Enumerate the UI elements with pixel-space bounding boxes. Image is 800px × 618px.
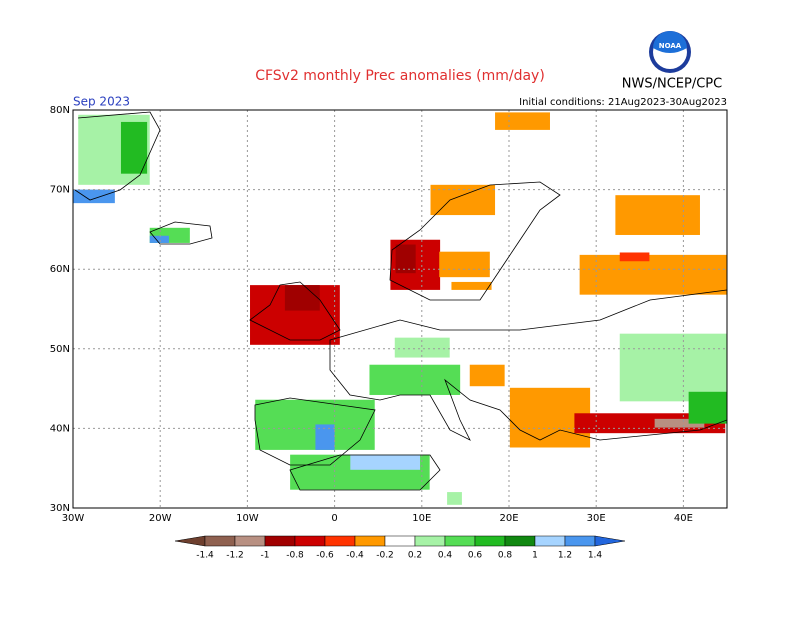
anomaly-cell (619, 333, 727, 402)
colorbar-label: -0.4 (346, 551, 364, 561)
colorbar-label: 1 (532, 551, 538, 561)
y-tick-label: 80N (50, 105, 70, 116)
colorbar-box (324, 535, 356, 547)
anomaly-cell (447, 492, 462, 505)
colorbar-box (444, 535, 476, 547)
colorbar-end (594, 535, 626, 547)
colorbar-box (354, 535, 386, 547)
colorbar-box (204, 535, 236, 547)
colorbar-box (264, 535, 296, 547)
y-tick-label: 30N (50, 503, 70, 514)
colorbar-box (384, 535, 416, 547)
colorbar-label: -1 (261, 551, 270, 561)
colorbar-label: -0.2 (376, 551, 394, 561)
colorbar-label: 0.8 (498, 551, 513, 561)
anomaly-cell (688, 391, 727, 424)
map-frame (72, 109, 728, 509)
colorbar-label: -1.2 (226, 551, 244, 561)
colorbar-label: 0.2 (408, 551, 422, 561)
anomaly-cell (579, 254, 727, 295)
anomaly-cell (469, 364, 505, 387)
colorbar-box (414, 535, 446, 547)
noaa-logo: NOAA (649, 31, 691, 73)
title: CFSv2 monthly Prec anomalies (mm/day) (255, 68, 545, 84)
colorbar-label: 1.4 (588, 551, 603, 561)
coastlines (74, 111, 728, 491)
x-tick-label: 20E (499, 513, 518, 524)
x-tick-label: 10W (236, 513, 259, 524)
x-tick-label: 10E (412, 513, 431, 524)
anomaly-cell (615, 195, 700, 235)
colorbar-box (294, 535, 326, 547)
anomaly-cell (120, 121, 148, 174)
anomaly-cell (394, 337, 450, 358)
y-tick-label: 50N (50, 344, 70, 355)
colorbar-box (534, 535, 566, 547)
anomaly-cell (439, 251, 490, 278)
anomaly-cell (619, 252, 650, 262)
x-tick-label: 40E (674, 513, 693, 524)
x-tick-label: 0 (331, 513, 337, 524)
anomaly-cell (430, 184, 496, 216)
anomaly-cell (73, 189, 115, 204)
colorbar-label: -0.8 (286, 551, 304, 561)
colorbar-box (234, 535, 266, 547)
colorbar-label: -0.6 (316, 551, 334, 561)
anomaly-cell (495, 112, 550, 130)
colorbar-box (564, 535, 596, 547)
anomaly-cell (350, 454, 421, 470)
y-tick-label: 60N (50, 264, 70, 275)
month-label: Sep 2023 (73, 95, 130, 109)
colorbar-label: 0.6 (468, 551, 483, 561)
anomaly-cell (255, 399, 375, 450)
x-tick-label: 20W (149, 513, 172, 524)
colorbar-box (504, 535, 536, 547)
anomaly-cell (284, 285, 320, 311)
anomaly-cell (369, 364, 461, 395)
colorbar-label: -1.4 (196, 551, 214, 561)
source: NWS/NCEP/CPC (622, 77, 722, 92)
anomaly-cell (574, 413, 726, 434)
colorbar-end (174, 535, 206, 547)
initial-conditions: Initial conditions: 21Aug2023-30Aug2023 (519, 97, 727, 108)
x-tick-label: 30E (587, 513, 606, 524)
anomaly-cell (395, 244, 416, 274)
y-tick-label: 40N (50, 423, 70, 434)
colorbar-box (474, 535, 506, 547)
y-tick-label: 70N (50, 185, 70, 196)
anomaly-cell (451, 281, 492, 290)
logo-text: NOAA (659, 42, 682, 50)
x-tick-label: 30W (62, 513, 85, 524)
anomaly-cell (149, 235, 169, 243)
anomaly-cell (315, 424, 335, 450)
colorbar-label: 1.2 (558, 551, 572, 561)
anomaly-cell (654, 418, 705, 428)
colorbar-label: 0.4 (438, 551, 453, 561)
